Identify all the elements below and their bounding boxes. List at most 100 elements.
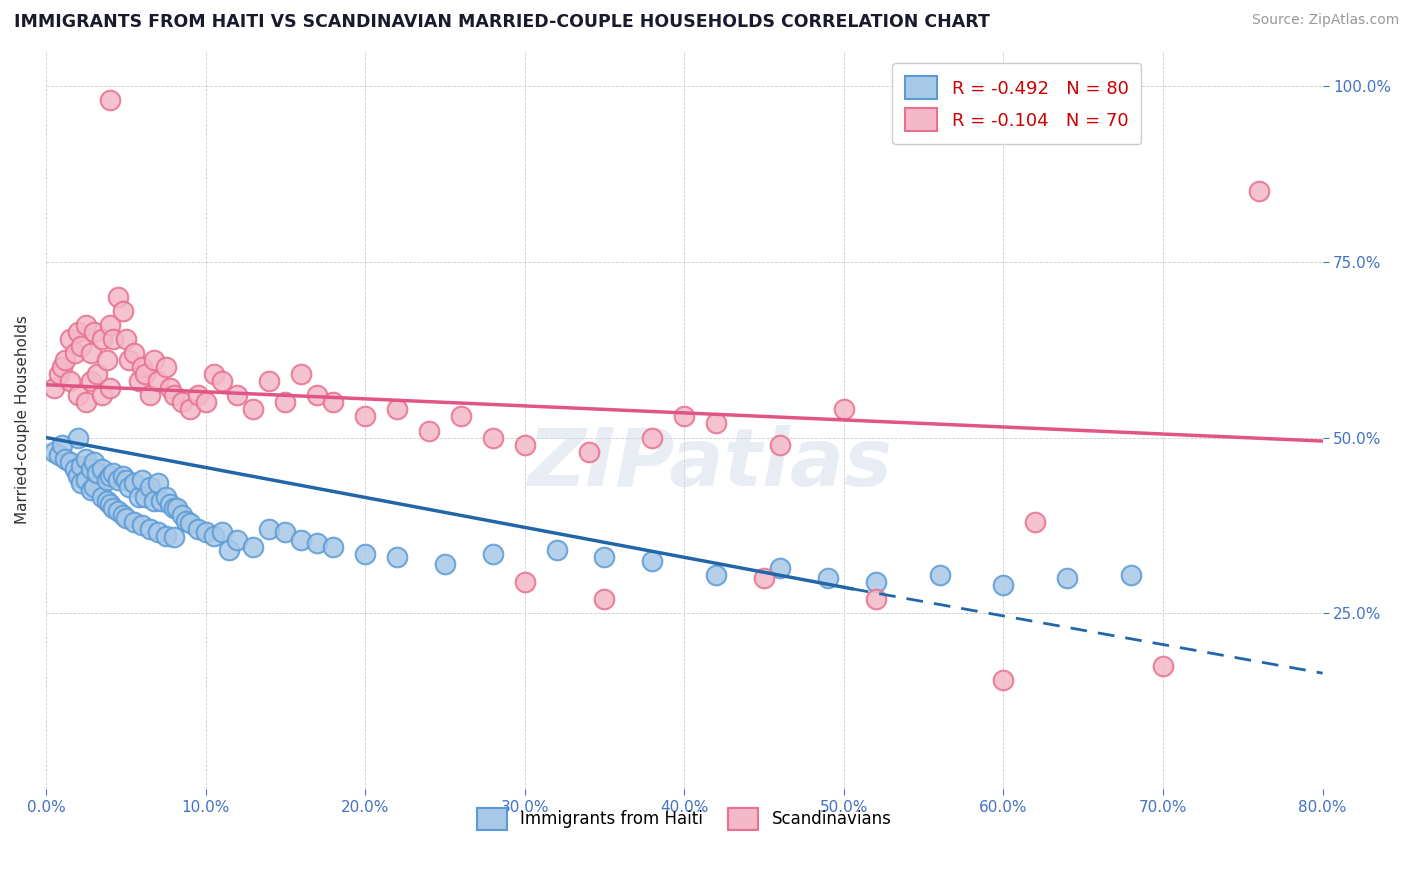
- Point: [170, 395, 193, 409]
- Point: [66, 431, 89, 445]
- Point: [79, 374, 101, 388]
- Point: [111, 469, 134, 483]
- Point: [481, 431, 503, 445]
- Point: [90, 462, 112, 476]
- Point: [162, 530, 184, 544]
- Point: [118, 480, 141, 494]
- Point: [322, 540, 344, 554]
- Point: [155, 491, 177, 505]
- Point: [98, 469, 121, 483]
- Point: [131, 360, 153, 375]
- Point: [138, 480, 160, 494]
- Point: [53, 353, 76, 368]
- Point: [162, 500, 184, 515]
- Point: [98, 381, 121, 395]
- Point: [101, 332, 124, 346]
- Point: [194, 525, 217, 540]
- Point: [70, 339, 93, 353]
- Point: [51, 437, 73, 451]
- Point: [96, 473, 118, 487]
- Point: [42, 381, 65, 395]
- Point: [86, 368, 108, 382]
- Point: [63, 462, 86, 476]
- Point: [704, 417, 727, 431]
- Point: [79, 462, 101, 476]
- Point: [134, 368, 156, 382]
- Point: [122, 515, 145, 529]
- Point: [513, 437, 536, 451]
- Point: [107, 290, 129, 304]
- Point: [90, 332, 112, 346]
- Point: [118, 353, 141, 368]
- Point: [928, 567, 950, 582]
- Point: [832, 402, 855, 417]
- Point: [107, 473, 129, 487]
- Point: [83, 455, 105, 469]
- Point: [641, 431, 664, 445]
- Point: [354, 409, 377, 424]
- Point: [90, 491, 112, 505]
- Point: [218, 543, 240, 558]
- Point: [202, 529, 225, 543]
- Point: [75, 318, 97, 332]
- Point: [1024, 515, 1046, 529]
- Y-axis label: Married-couple Households: Married-couple Households: [15, 316, 30, 524]
- Point: [226, 388, 249, 402]
- Legend: Immigrants from Haiti, Scandinavians: Immigrants from Haiti, Scandinavians: [471, 802, 898, 837]
- Text: Source: ZipAtlas.com: Source: ZipAtlas.com: [1251, 13, 1399, 28]
- Point: [63, 346, 86, 360]
- Point: [114, 511, 136, 525]
- Point: [48, 448, 70, 462]
- Point: [146, 374, 169, 388]
- Point: [187, 522, 209, 536]
- Point: [79, 346, 101, 360]
- Point: [75, 395, 97, 409]
- Point: [1056, 571, 1078, 585]
- Point: [79, 483, 101, 498]
- Point: [128, 374, 150, 388]
- Point: [122, 476, 145, 491]
- Point: [513, 574, 536, 589]
- Point: [70, 458, 93, 473]
- Point: [170, 508, 193, 522]
- Point: [128, 491, 150, 505]
- Point: [194, 395, 217, 409]
- Point: [385, 402, 408, 417]
- Point: [259, 374, 281, 388]
- Point: [187, 388, 209, 402]
- Point: [1152, 659, 1174, 673]
- Point: [111, 508, 134, 522]
- Point: [274, 395, 297, 409]
- Point: [53, 451, 76, 466]
- Point: [70, 476, 93, 491]
- Point: [86, 466, 108, 480]
- Point: [865, 574, 887, 589]
- Point: [752, 571, 775, 585]
- Point: [98, 497, 121, 511]
- Point: [593, 592, 616, 607]
- Point: [290, 533, 312, 547]
- Point: [450, 409, 472, 424]
- Point: [51, 360, 73, 375]
- Text: IMMIGRANTS FROM HAITI VS SCANDINAVIAN MARRIED-COUPLE HOUSEHOLDS CORRELATION CHAR: IMMIGRANTS FROM HAITI VS SCANDINAVIAN MA…: [14, 13, 990, 31]
- Point: [114, 332, 136, 346]
- Point: [111, 304, 134, 318]
- Point: [307, 388, 329, 402]
- Point: [307, 536, 329, 550]
- Point: [146, 476, 169, 491]
- Point: [101, 466, 124, 480]
- Point: [1247, 185, 1270, 199]
- Point: [59, 332, 82, 346]
- Point: [146, 525, 169, 540]
- Point: [134, 491, 156, 505]
- Point: [162, 388, 184, 402]
- Point: [159, 381, 181, 395]
- Point: [138, 522, 160, 536]
- Point: [769, 560, 792, 574]
- Point: [122, 346, 145, 360]
- Point: [354, 547, 377, 561]
- Point: [546, 543, 568, 558]
- Point: [96, 493, 118, 508]
- Point: [131, 518, 153, 533]
- Point: [704, 567, 727, 582]
